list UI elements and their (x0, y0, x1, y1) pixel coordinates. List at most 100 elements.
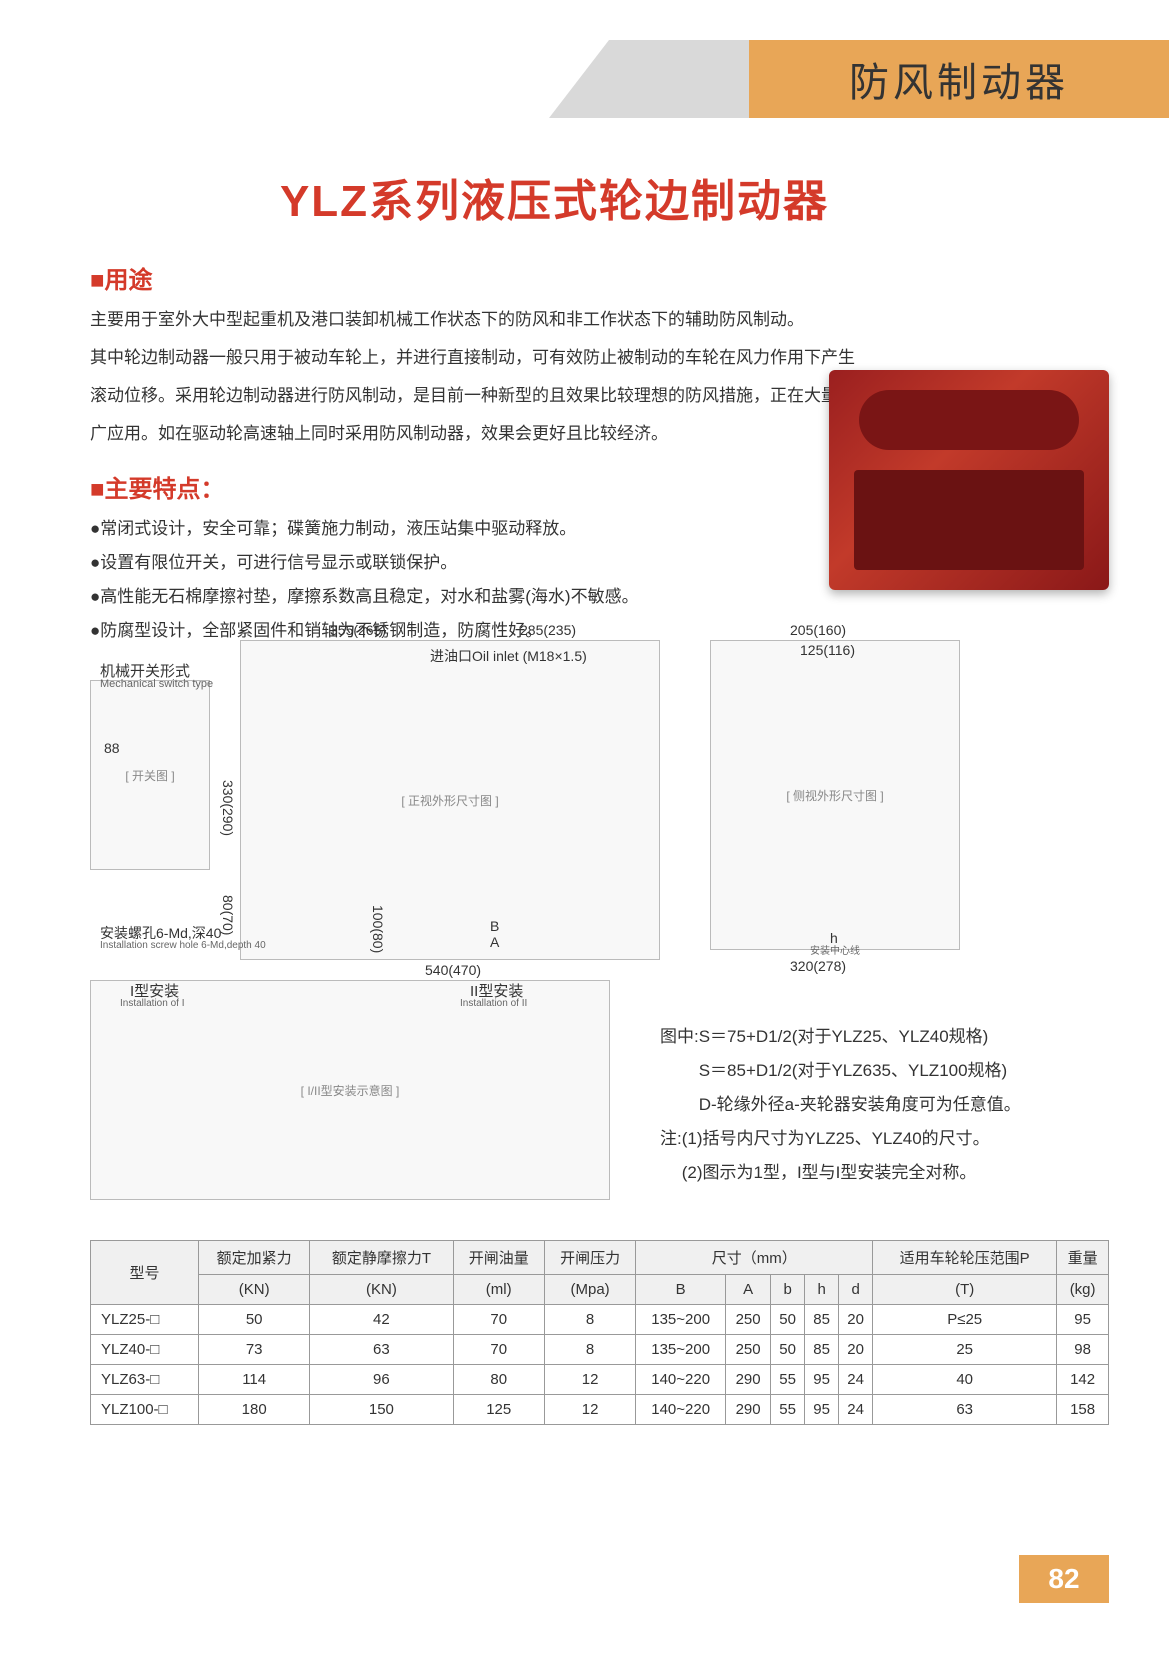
cell-b: 55 (771, 1395, 805, 1425)
th-friction: 额定静摩擦力T (310, 1241, 453, 1275)
dim-285: 285(235) (520, 622, 576, 638)
cell-range: 63 (873, 1395, 1057, 1425)
th-dims: 尺寸（mm） (636, 1241, 873, 1275)
usage-line: 主要用于室外大中型起重机及港口装卸机械工作状态下的防风和非工作状态下的辅助防风制… (90, 303, 1109, 337)
page-number: 82 (1019, 1555, 1109, 1603)
cell-A: 250 (726, 1335, 771, 1365)
header-orange-bar: 防风制动器 (749, 40, 1169, 118)
note-line: 图中:S＝75+D1/2(对于YLZ25、YLZ40规格) (660, 1020, 1080, 1054)
th-model: 型号 (91, 1241, 199, 1305)
diagram-installation: [ I/II型安装示意图 ] (90, 980, 610, 1200)
cell-oil: 125 (453, 1395, 544, 1425)
cell-weight: 95 (1057, 1305, 1109, 1335)
dim-80: 80(70) (220, 895, 236, 935)
cell-clamp: 73 (199, 1335, 310, 1365)
diagram-placeholder: [ 正视外形尺寸图 ] (401, 792, 498, 809)
cell-press: 8 (544, 1335, 635, 1365)
cell-weight: 158 (1057, 1395, 1109, 1425)
cell-friction: 96 (310, 1365, 453, 1395)
header-grey-bar (609, 40, 749, 118)
cell-clamp: 180 (199, 1395, 310, 1425)
cell-b: 50 (771, 1305, 805, 1335)
dim-205: 205(160) (790, 622, 846, 638)
page-title: YLZ系列液压式轮边制动器 (0, 165, 1109, 229)
features-section: ■主要特点： ●常闭式设计，安全可靠；碟簧施力制动，液压站集中驱动释放。 ●设置… (90, 469, 740, 648)
dim-540: 540(470) (425, 962, 481, 978)
type2-label-en: Installation of II (460, 998, 527, 1009)
install-hole-label-en: Installation screw hole 6-Md,depth 40 (100, 940, 266, 951)
diagram-front-view: [ 正视外形尺寸图 ] (240, 640, 660, 960)
dim-B: B (490, 918, 499, 934)
cell-h: 95 (805, 1395, 839, 1425)
cell-B: 140~220 (636, 1365, 726, 1395)
dim-355: 355(265) (330, 622, 386, 638)
th-oil-press: 开闸压力 (544, 1241, 635, 1275)
feature-item: ●设置有限位开关，可进行信号显示或联锁保护。 (90, 546, 740, 580)
header-band: 防风制动器 (549, 40, 1169, 118)
cell-press: 12 (544, 1395, 635, 1425)
note-line: (2)图示为1型，I型与I型安装完全对称。 (660, 1156, 1080, 1190)
diagram-placeholder: [ I/II型安装示意图 ] (301, 1082, 400, 1099)
cell-range: 25 (873, 1335, 1057, 1365)
cell-clamp: 50 (199, 1305, 310, 1335)
cell-B: 140~220 (636, 1395, 726, 1425)
cell-d: 24 (839, 1395, 873, 1425)
table-row: YLZ40-□7363708135~2002505085202598 (91, 1335, 1109, 1365)
cell-range: P≤25 (873, 1305, 1057, 1335)
center-line-label: 安装中心线 (810, 942, 860, 957)
diagram-side-view: [ 侧视外形尺寸图 ] (710, 640, 960, 950)
cell-d: 24 (839, 1365, 873, 1395)
cell-h: 95 (805, 1365, 839, 1395)
th-wheel-range: 适用车轮轮压范围P (873, 1241, 1057, 1275)
th-A: A (726, 1275, 771, 1305)
th-friction-unit: (KN) (310, 1275, 453, 1305)
th-h: h (805, 1275, 839, 1305)
th-clamp: 额定加紧力 (199, 1241, 310, 1275)
dim-100: 100(80) (370, 905, 386, 953)
table-body: YLZ25-□5042708135~200250508520P≤2595YLZ4… (91, 1305, 1109, 1425)
cell-oil: 70 (453, 1335, 544, 1365)
diagram-switch: [ 开关图 ] (90, 680, 210, 870)
table-row: YLZ63-□114968012140~22029055952440142 (91, 1365, 1109, 1395)
th-oil-vol: 开闸油量 (453, 1241, 544, 1275)
dim-88: 88 (104, 740, 120, 756)
th-clamp-unit: (KN) (199, 1275, 310, 1305)
cell-b: 50 (771, 1335, 805, 1365)
dim-125: 125(116) (800, 642, 855, 658)
th-oil-vol-unit: (ml) (453, 1275, 544, 1305)
cell-clamp: 114 (199, 1365, 310, 1395)
cell-b: 55 (771, 1365, 805, 1395)
spec-table: 型号 额定加紧力 额定静摩擦力T 开闸油量 开闸压力 尺寸（mm） 适用车轮轮压… (90, 1240, 1109, 1425)
cell-press: 12 (544, 1365, 635, 1395)
th-oil-press-unit: (Mpa) (544, 1275, 635, 1305)
table-row: YLZ100-□18015012512140~22029055952463158 (91, 1395, 1109, 1425)
cell-friction: 63 (310, 1335, 453, 1365)
cell-model: YLZ40-□ (91, 1335, 199, 1365)
switch-label-en: Mechanical switch type (100, 678, 213, 690)
cell-d: 20 (839, 1335, 873, 1365)
cell-friction: 150 (310, 1395, 453, 1425)
diagram-placeholder: [ 开关图 ] (125, 767, 174, 784)
header-category: 防风制动器 (849, 50, 1069, 108)
content-area: ■用途 主要用于室外大中型起重机及港口装卸机械工作状态下的防风和非工作状态下的辅… (90, 260, 1109, 648)
diagram-area: [ 开关图 ] 机械开关形式 Mechanical switch type 88… (90, 640, 1109, 1200)
feature-item: ●高性能无石棉摩擦衬垫，摩擦系数高且稳定，对水和盐雾(海水)不敏感。 (90, 580, 740, 614)
th-B: B (636, 1275, 726, 1305)
cell-weight: 98 (1057, 1335, 1109, 1365)
cell-friction: 42 (310, 1305, 453, 1335)
cell-A: 250 (726, 1305, 771, 1335)
cell-model: YLZ25-□ (91, 1305, 199, 1335)
th-b: b (771, 1275, 805, 1305)
notes-block: 图中:S＝75+D1/2(对于YLZ25、YLZ40规格) S＝85+D1/2(… (660, 1020, 1080, 1190)
cell-oil: 70 (453, 1305, 544, 1335)
cell-h: 85 (805, 1335, 839, 1365)
cell-h: 85 (805, 1305, 839, 1335)
cell-B: 135~200 (636, 1335, 726, 1365)
dim-320: 320(278) (790, 958, 846, 974)
cell-model: YLZ100-□ (91, 1395, 199, 1425)
th-weight-unit: (kg) (1057, 1275, 1109, 1305)
note-line: 注:(1)括号内尺寸为YLZ25、YLZ40的尺寸。 (660, 1122, 1080, 1156)
type1-label-en: Installation of I (120, 998, 184, 1009)
note-line: S＝85+D1/2(对于YLZ635、YLZ100规格) (660, 1054, 1080, 1088)
cell-A: 290 (726, 1395, 771, 1425)
